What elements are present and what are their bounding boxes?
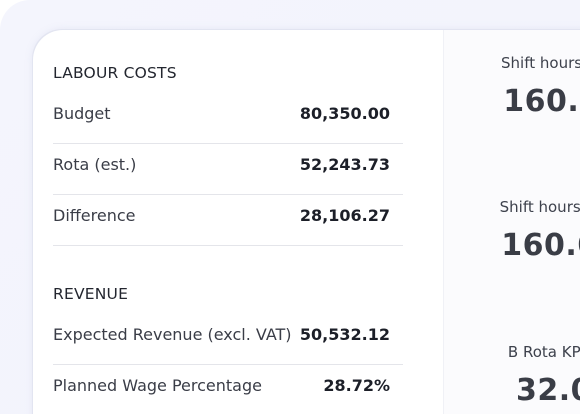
rota-row: Rota (est.) 52,243.73 xyxy=(53,144,403,195)
expected-revenue-row: Expected Revenue (excl. VAT) 50,532.12 xyxy=(53,314,403,365)
kpi-shift-hours-actual: Shift hours (A 160.0 xyxy=(442,54,580,119)
kpi-label: B Rota KPI A xyxy=(507,343,580,361)
kpi-rota-kpi: B Rota KPI A 32.0 xyxy=(444,343,580,408)
planned-wage-label: Planned Wage Percentage xyxy=(53,376,262,395)
summary-card: LABOUR COSTS Budget 80,350.00 Rota (est.… xyxy=(33,30,580,414)
expected-revenue-label: Expected Revenue (excl. VAT) xyxy=(53,325,292,344)
planned-wage-value: 28.72% xyxy=(323,376,390,395)
difference-value: 28,106.27 xyxy=(299,206,390,225)
kpi-value: 32.0 xyxy=(515,373,580,408)
labour-costs-heading: LABOUR COSTS xyxy=(53,64,177,82)
budget-value: 80,350.00 xyxy=(299,104,390,123)
budget-row: Budget 80,350.00 xyxy=(53,93,403,144)
planned-wage-row: Planned Wage Percentage 28.72% xyxy=(53,365,403,414)
kpi-shift-hours-planned: Shift hours (P 160.0 xyxy=(440,198,580,263)
kpi-value: 160.0 xyxy=(503,84,580,119)
budget-label: Budget xyxy=(53,104,111,123)
kpi-value: 160.0 xyxy=(501,228,580,263)
kpi-label: Shift hours (A xyxy=(501,54,580,72)
rota-value: 52,243.73 xyxy=(299,155,390,174)
revenue-heading: REVENUE xyxy=(53,285,129,303)
difference-label: Difference xyxy=(53,206,136,225)
kpi-label: Shift hours (P xyxy=(499,198,580,216)
rota-label: Rota (est.) xyxy=(53,155,137,174)
kpi-panel: Shift hours (A 160.0 Shift hours (P 160.… xyxy=(443,30,580,414)
difference-row: Difference 28,106.27 xyxy=(53,195,403,246)
expected-revenue-value: 50,532.12 xyxy=(299,325,390,344)
